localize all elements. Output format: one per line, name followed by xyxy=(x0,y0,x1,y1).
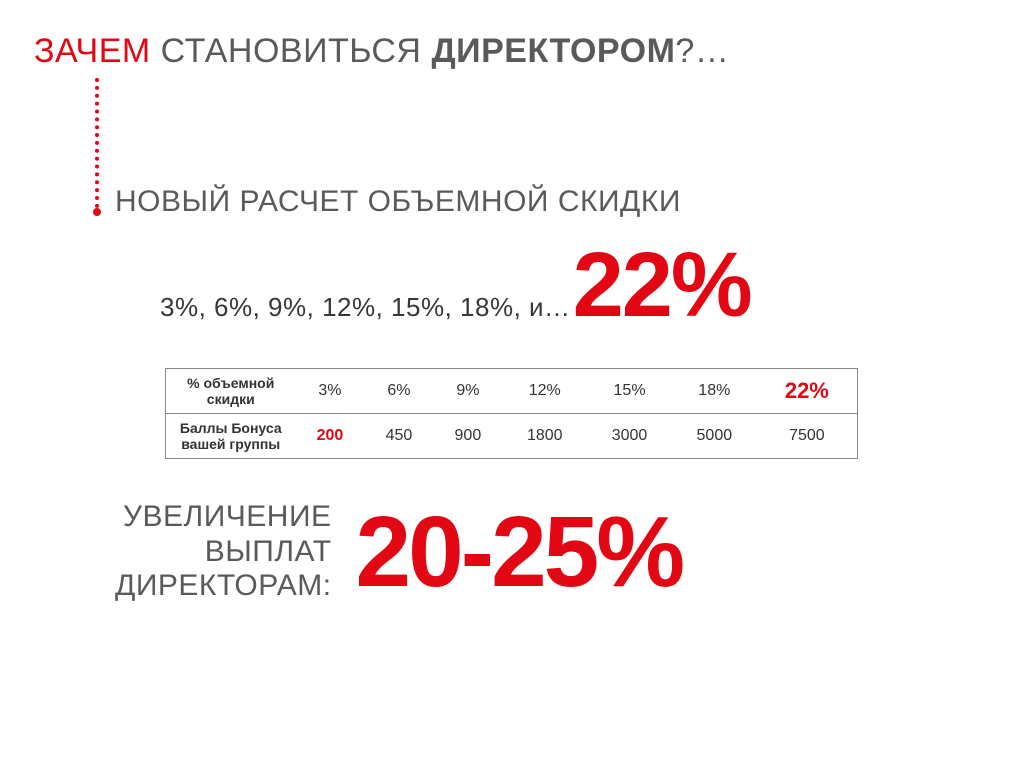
pct-cell: 12% xyxy=(502,369,587,414)
title-word-become: СТАНОВИТЬСЯ xyxy=(161,32,422,70)
payout-label: УВЕЛИЧЕНИЕ ВЫПЛАТ ДИРЕКТОРАМ: xyxy=(115,500,332,604)
title-suffix: ?… xyxy=(675,32,729,70)
pts-cell: 450 xyxy=(364,414,433,459)
pts-cell: 7500 xyxy=(757,414,858,459)
percent-list-text: 3%, 6%, 9%, 12%, 15%, 18%, и… xyxy=(160,292,571,323)
payout-value: 20-25% xyxy=(356,507,683,597)
slide-title: ЗАЧЕМ СТАНОВИТЬСЯ ДИРЕКТОРОМ?… xyxy=(34,32,729,71)
pts-cell: 900 xyxy=(433,414,502,459)
pts-cell: 5000 xyxy=(672,414,757,459)
pct-cell: 18% xyxy=(672,369,757,414)
title-word-why: ЗАЧЕМ xyxy=(34,32,151,70)
subtitle: НОВЫЙ РАСЧЕТ ОБЪЕМНОЙ СКИДКИ xyxy=(115,185,681,219)
table-row-percent: % объемной скидки 3% 6% 9% 12% 15% 18% 2… xyxy=(166,369,858,414)
pts-cell: 3000 xyxy=(587,414,672,459)
pct-cell: 15% xyxy=(587,369,672,414)
payout-label-line3: ДИРЕКТОРАМ: xyxy=(115,569,332,604)
payout-label-line1: УВЕЛИЧЕНИЕ xyxy=(115,500,332,535)
pct-cell: 3% xyxy=(296,369,365,414)
percent-highlight-22: 22% xyxy=(573,246,751,324)
pts-cell: 1800 xyxy=(502,414,587,459)
title-word-director: ДИРЕКТОРОМ xyxy=(431,32,675,70)
dotted-connector xyxy=(95,78,99,208)
percent-row: 3%, 6%, 9%, 12%, 15%, 18%, и… 22% xyxy=(160,246,751,324)
row-label-percent: % объемной скидки xyxy=(166,369,296,414)
payout-label-line2: ВЫПЛАТ xyxy=(115,535,332,570)
pct-cell-highlight: 22% xyxy=(757,369,858,414)
row-label-points: Баллы Бонуса вашей группы xyxy=(166,414,296,459)
pct-cell: 6% xyxy=(364,369,433,414)
payout-block: УВЕЛИЧЕНИЕ ВЫПЛАТ ДИРЕКТОРАМ: 20-25% xyxy=(115,500,682,604)
pts-cell-highlight: 200 xyxy=(296,414,365,459)
discount-table: % объемной скидки 3% 6% 9% 12% 15% 18% 2… xyxy=(165,368,858,459)
table-row-points: Баллы Бонуса вашей группы 200 450 900 18… xyxy=(166,414,858,459)
pct-cell: 9% xyxy=(433,369,502,414)
